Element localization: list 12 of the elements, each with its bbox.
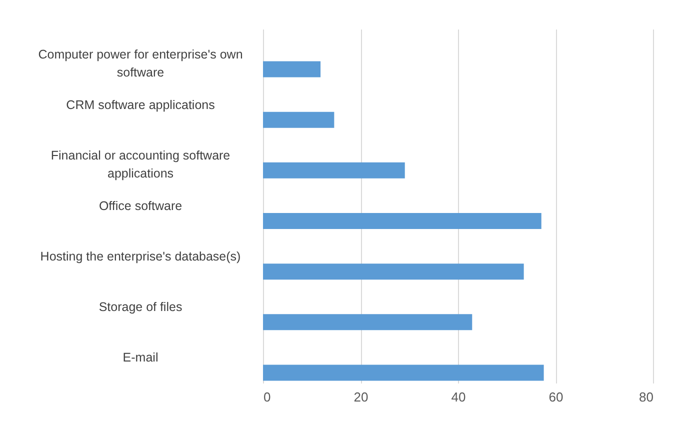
y-tick-label: Financial or accounting software applications bbox=[50, 148, 230, 180]
y-tick-label: E-mail bbox=[122, 350, 158, 365]
x-tick-label: 0 bbox=[264, 390, 271, 404]
x-tick-label: 40 bbox=[451, 390, 466, 404]
y-tick-label: CRM software applications bbox=[66, 98, 215, 112]
x-tick-label: 60 bbox=[548, 390, 564, 404]
x-tick-label: 80 bbox=[639, 390, 654, 404]
y-tick-label: Storage of files bbox=[98, 300, 182, 314]
y-tick-label: Hosting the enterprise's database(s) bbox=[40, 250, 241, 264]
x-tick-label: 20 bbox=[354, 390, 368, 404]
y-tick-label: Computer power for enterprise's own software bbox=[38, 47, 243, 80]
y-tick-label: Office software bbox=[98, 199, 182, 213]
